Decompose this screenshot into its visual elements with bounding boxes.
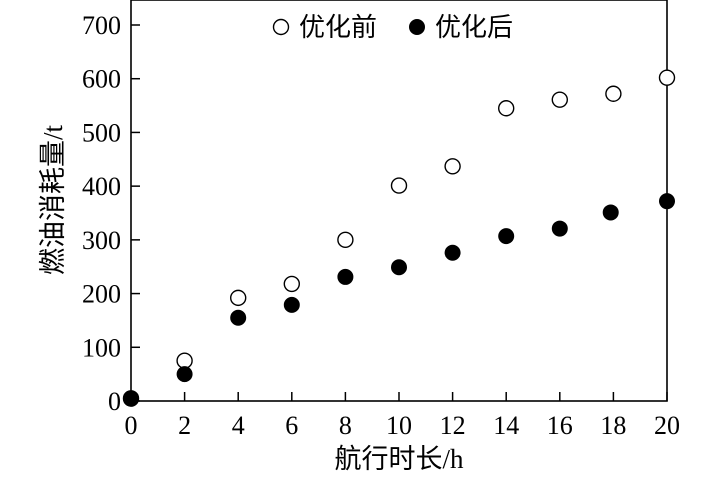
plot-frame [130, 0, 668, 402]
x-tick-label: 10 [386, 411, 412, 440]
y-tick-label: 200 [82, 280, 121, 309]
point-after [498, 228, 515, 245]
point-after [391, 259, 407, 276]
y-tick-label: 700 [82, 11, 121, 40]
y-axis-label: 燃油消耗量/t [38, 125, 68, 276]
point-after [337, 268, 354, 285]
point-after [230, 309, 247, 326]
legend: 优化前 优化后 [272, 13, 513, 42]
x-tick-label: 12 [440, 411, 466, 440]
point-after [176, 366, 193, 383]
x-tick-label: 16 [547, 411, 573, 440]
point-before [176, 352, 193, 369]
x-axis-label: 航行时长/h [334, 444, 464, 474]
x-tick-label: 0 [125, 411, 138, 440]
point-before [283, 275, 300, 293]
x-tick-label: 20 [654, 411, 680, 440]
x-tick-label: 6 [285, 411, 298, 440]
y-tick-label: 500 [82, 118, 121, 147]
x-axis: 0 2 4 6 8 10 12 14 16 18 20 [125, 392, 680, 440]
legend-label-after: 优化后 [435, 13, 513, 42]
legend-marker-before [272, 18, 290, 36]
y-tick-label: 400 [82, 172, 121, 201]
x-tick-label: 4 [232, 411, 245, 440]
point-after [659, 193, 675, 210]
point-after [602, 204, 619, 221]
legend-label-before: 优化前 [299, 13, 377, 42]
point-before [658, 69, 676, 86]
point-before [498, 100, 515, 117]
y-axis: 0 100 200 300 400 500 600 700 [82, 11, 140, 416]
y-tick-label: 300 [82, 226, 121, 255]
x-tick-label: 18 [600, 411, 626, 440]
x-tick-label: 8 [339, 411, 352, 440]
point-before [605, 85, 622, 102]
point-after [551, 220, 568, 237]
point-before [229, 289, 247, 307]
y-tick-label: 600 [82, 65, 121, 94]
point-after [444, 244, 461, 261]
point-before [390, 177, 408, 194]
point-before [337, 231, 354, 249]
y-tick-label: 100 [82, 333, 121, 362]
data-points [122, 69, 676, 407]
legend-marker-after [409, 19, 425, 35]
x-tick-label: 2 [178, 411, 191, 440]
y-tick-label: 0 [108, 387, 121, 416]
point-before [551, 91, 568, 108]
x-tick-label: 14 [493, 411, 519, 440]
point-after [283, 296, 300, 313]
point-before [444, 158, 461, 175]
point-after [123, 390, 139, 407]
